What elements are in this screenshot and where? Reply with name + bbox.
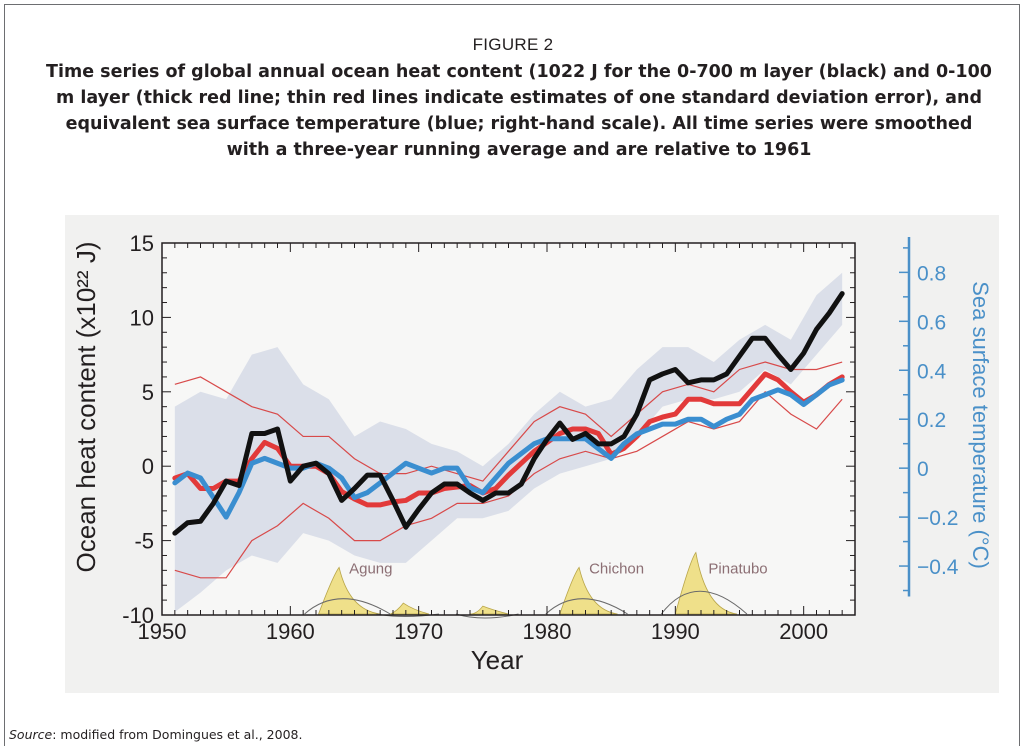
- right-tick-label: 0: [917, 458, 929, 481]
- volcano-label-pinatubo: Pinatubo: [708, 560, 767, 577]
- figure-label: FIGURE 2: [5, 35, 1021, 55]
- volcano-label-agung: Agung: [349, 560, 392, 577]
- right-tick-label: 0.2: [917, 409, 946, 432]
- source-note: Source: modified from Domingues et al., …: [9, 727, 302, 742]
- x-tick-label: 1980: [523, 619, 572, 644]
- source-prefix: Source: [9, 727, 52, 742]
- right-tick-label: 0.8: [917, 262, 946, 285]
- y-axis-title-left: Ocean heat content (x10²² J): [71, 242, 101, 573]
- y-tick-label: 15: [130, 231, 154, 256]
- y-tick-label: 5: [142, 380, 154, 405]
- volcano-label-chichon: Chichon: [589, 560, 644, 577]
- x-tick-label: 1970: [394, 619, 443, 644]
- y-tick-label: 10: [130, 305, 154, 330]
- figure-frame: FIGURE 2 Time series of global annual oc…: [4, 4, 1020, 746]
- source-text: : modified from Domingues et al., 2008.: [52, 727, 302, 742]
- figure-caption: Time series of global annual ocean heat …: [45, 59, 993, 163]
- right-tick-label: 0.4: [917, 360, 947, 383]
- y-tick-label: -10: [122, 603, 154, 628]
- y-axis-title-right: Sea surface temperature (°C): [968, 281, 993, 569]
- uncertainty-bands: [162, 243, 855, 615]
- y-tick-label: 0: [142, 454, 154, 479]
- right-tick-label: 0.6: [917, 311, 946, 334]
- y-tick-label: -5: [134, 529, 154, 554]
- x-axis-title: Year: [471, 645, 524, 675]
- x-tick-label: 1960: [266, 619, 315, 644]
- x-tick-label: 1990: [651, 619, 700, 644]
- x-tick-label: 2000: [779, 619, 828, 644]
- right-tick-label: −0.4: [917, 556, 959, 579]
- right-tick-label: −0.2: [917, 507, 958, 530]
